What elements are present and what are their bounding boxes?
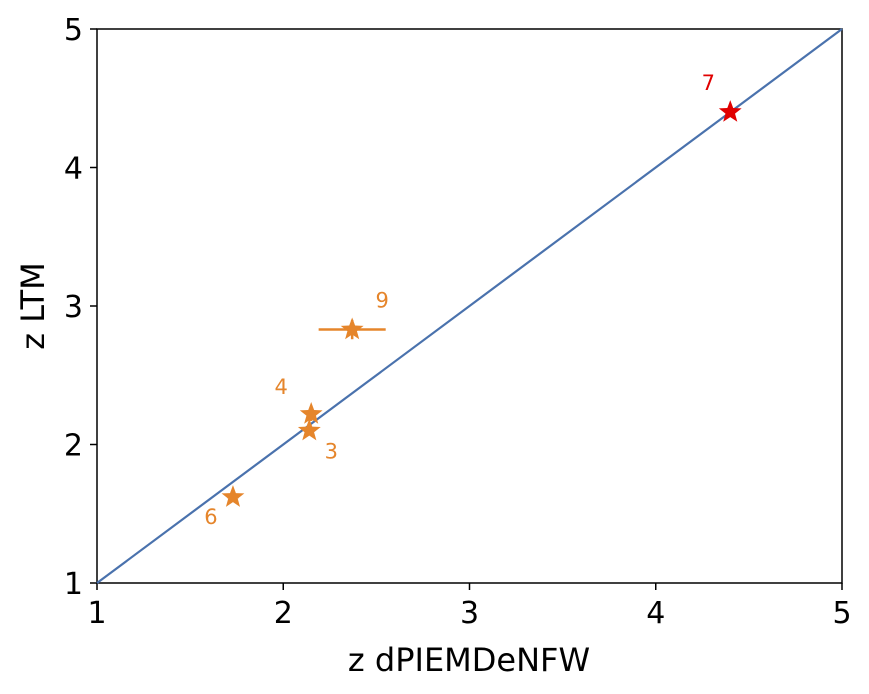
data-point-star xyxy=(299,402,323,424)
y-tick-label: 4 xyxy=(64,152,83,187)
data-point-star xyxy=(297,418,321,441)
x-tick-label: 4 xyxy=(646,596,665,631)
y-tick-label: 1 xyxy=(64,567,83,602)
point-label: 7 xyxy=(702,71,715,95)
data-point-star xyxy=(340,317,364,340)
y-tick-label: 3 xyxy=(64,290,83,325)
identity-line xyxy=(96,28,843,584)
y-tick-label: 5 xyxy=(64,13,83,48)
point-label: 4 xyxy=(275,375,288,399)
point-label: 9 xyxy=(375,289,388,313)
x-tick-label: 2 xyxy=(274,596,293,631)
point-label: 3 xyxy=(325,440,338,464)
data-point-star xyxy=(221,485,245,507)
x-tick-label: 3 xyxy=(460,596,479,631)
point-label: 6 xyxy=(204,505,217,529)
x-tick-label: 5 xyxy=(832,596,851,631)
y-tick-label: 2 xyxy=(64,429,83,464)
x-axis-label: z dPIEMDeNFW xyxy=(348,641,590,679)
data-point-star xyxy=(718,100,742,122)
x-tick-label: 1 xyxy=(87,596,106,631)
y-axis-label: z LTM xyxy=(14,262,52,350)
